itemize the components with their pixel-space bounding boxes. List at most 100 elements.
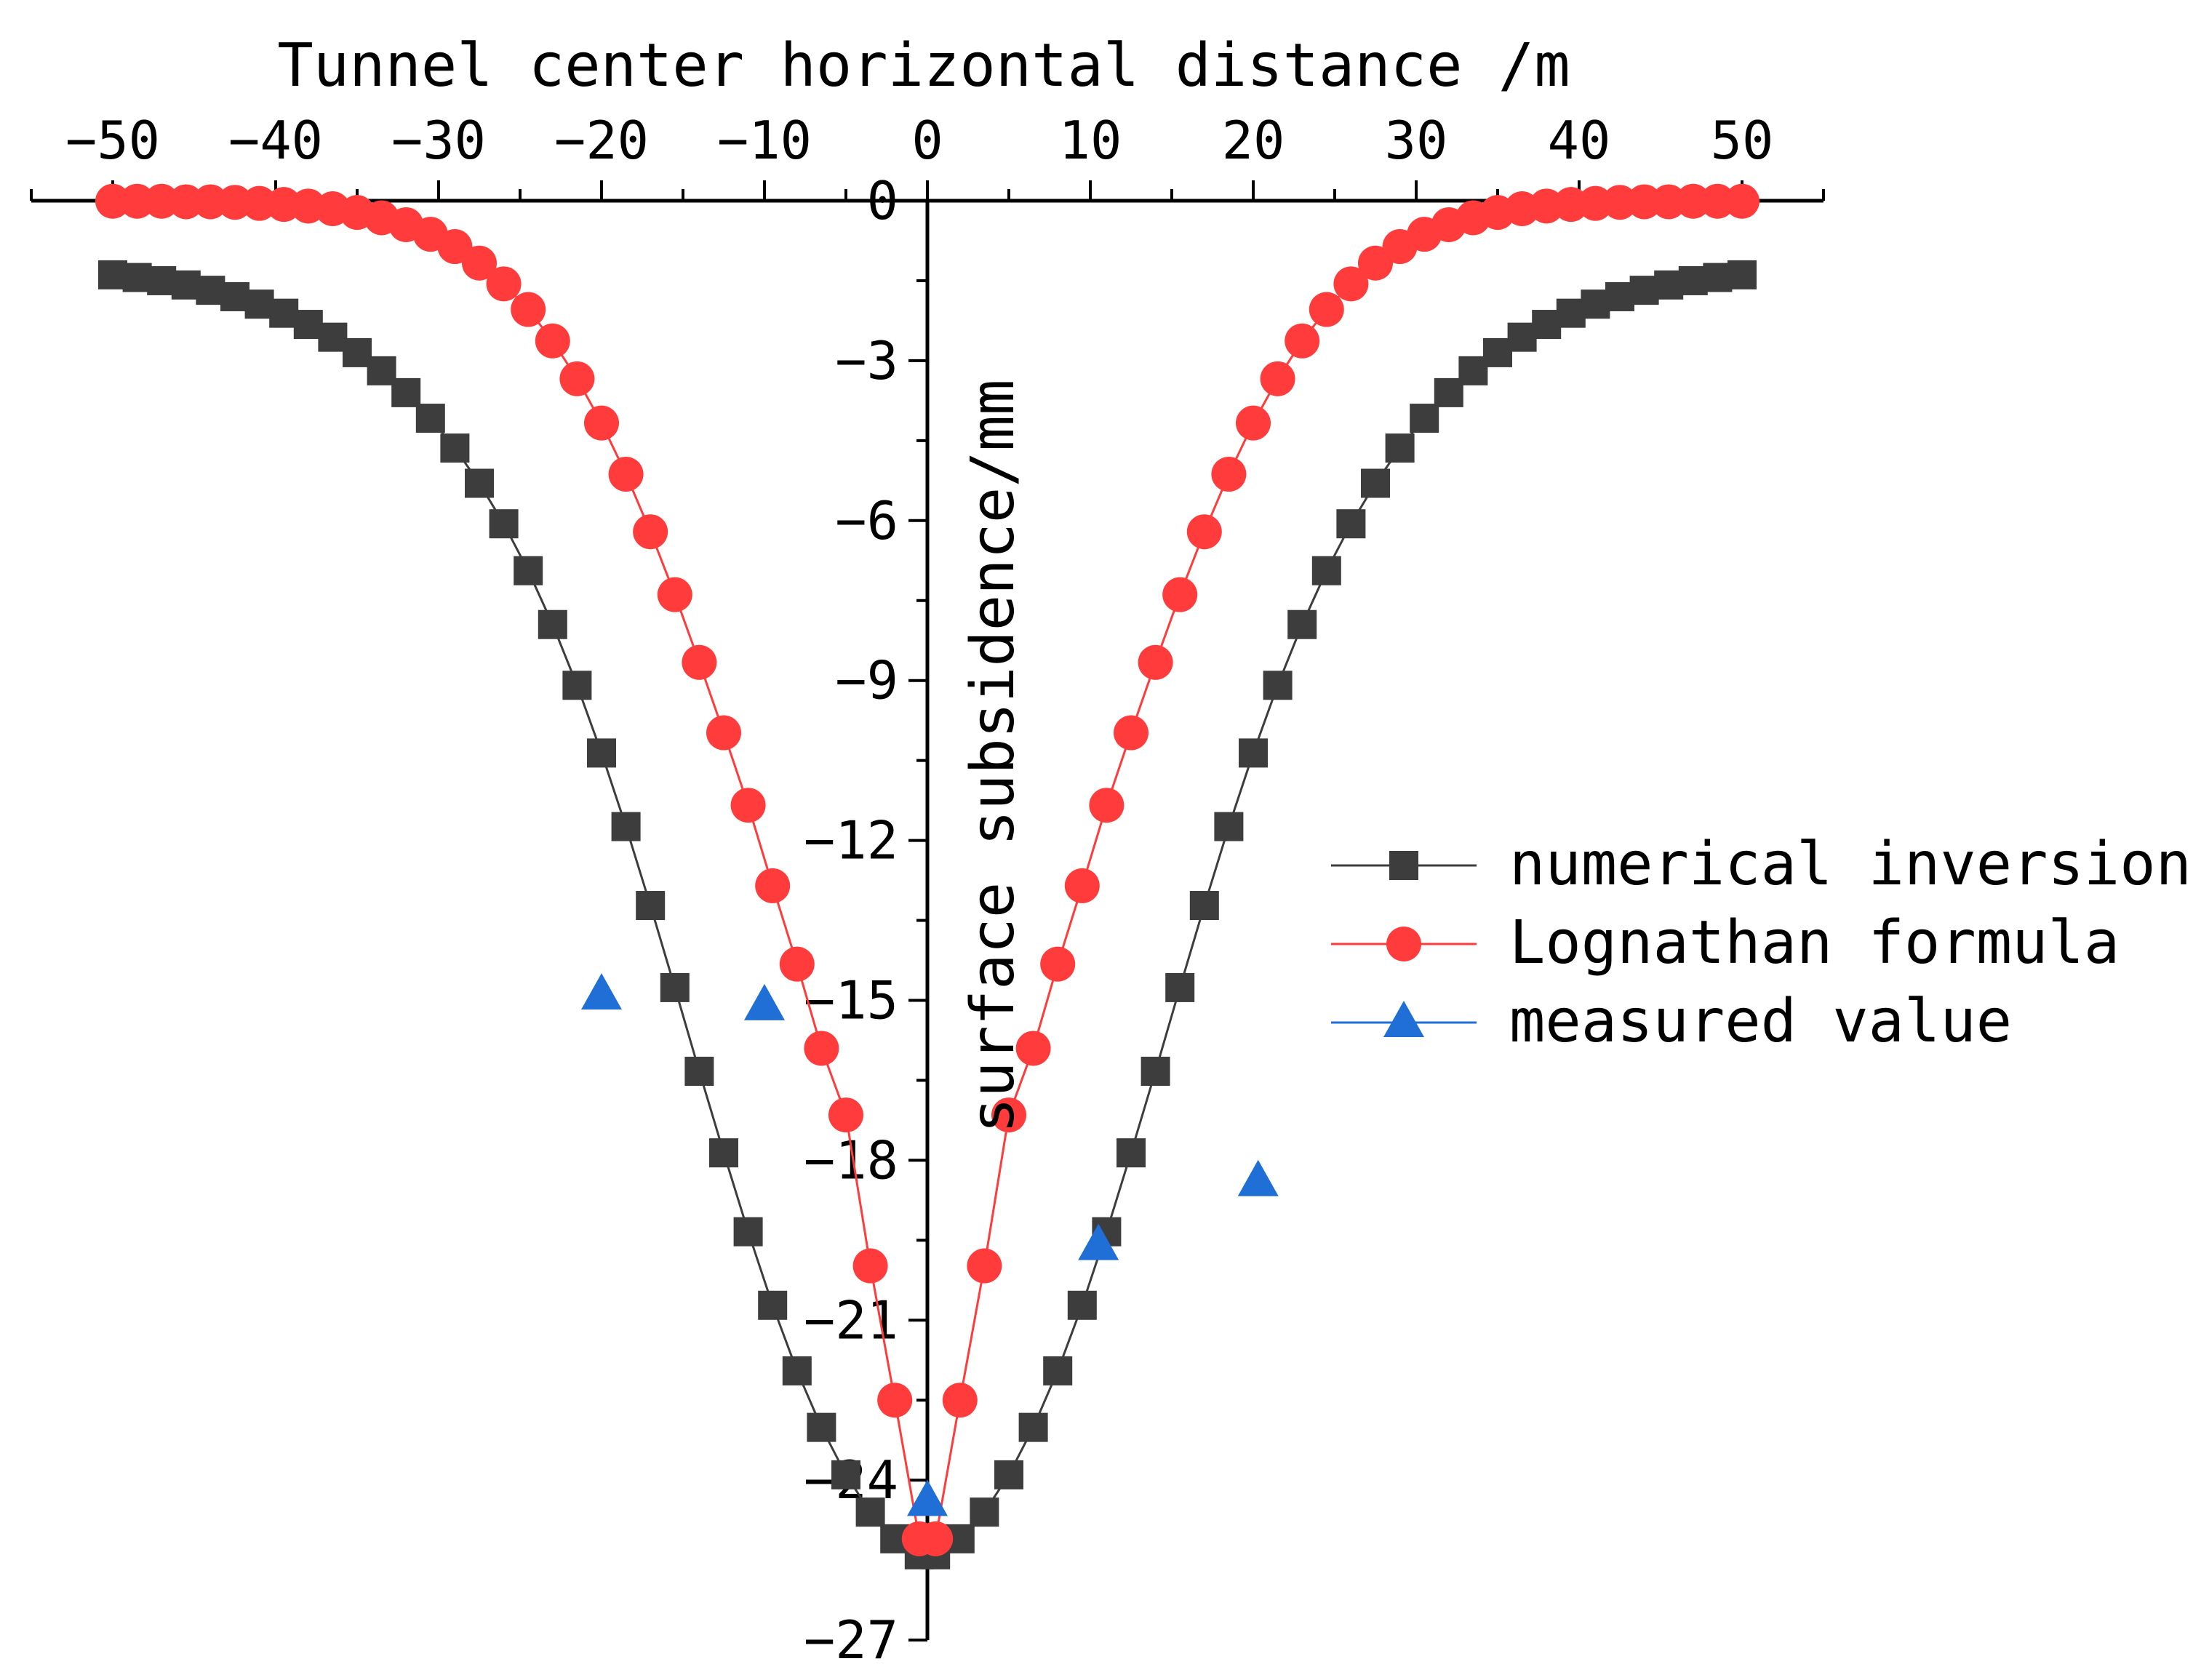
- data-point: [1507, 322, 1537, 352]
- data-point: [147, 265, 177, 295]
- data-point: [1287, 609, 1317, 639]
- data-point: [193, 184, 228, 220]
- legend-item: measured value: [1331, 987, 2012, 1056]
- data-point: [744, 983, 785, 1020]
- data-point: [511, 292, 546, 327]
- data-point: [489, 509, 519, 539]
- data-point: [1285, 323, 1320, 359]
- y-axis-ticks: 0−3−6−9−12−15−18−21−24−27: [804, 170, 927, 1671]
- x-tick-label: 20: [1222, 110, 1285, 171]
- data-point: [1040, 946, 1076, 982]
- series-lognathan-formula: [95, 183, 1759, 1556]
- data-point: [1333, 266, 1369, 302]
- data-point: [709, 1138, 738, 1168]
- data-point: [1605, 281, 1634, 311]
- data-point: [584, 405, 619, 441]
- legend-marker: [1389, 851, 1418, 880]
- x-tick-label: 10: [1059, 110, 1122, 171]
- data-point: [994, 1460, 1023, 1489]
- data-point: [486, 266, 522, 302]
- data-point: [967, 1248, 1002, 1284]
- x-axis-title: Tunnel center horizontal distance /m: [277, 31, 1570, 100]
- data-point: [1237, 1159, 1279, 1196]
- data-point: [1553, 187, 1589, 223]
- data-point: [970, 1497, 999, 1527]
- data-point: [918, 1521, 954, 1556]
- data-point: [462, 245, 497, 281]
- data-point: [782, 1356, 812, 1385]
- data-point: [293, 310, 323, 340]
- data-point: [755, 868, 791, 903]
- data-point: [587, 738, 616, 768]
- data-point: [660, 972, 690, 1002]
- y-tick-label: −12: [804, 810, 898, 871]
- data-point: [1358, 245, 1393, 281]
- data-point: [877, 1383, 913, 1418]
- data-point: [241, 185, 277, 221]
- data-point: [437, 229, 473, 265]
- data-point: [1629, 276, 1659, 305]
- data-point: [1651, 184, 1687, 220]
- data-point: [1581, 289, 1610, 319]
- data-point: [1214, 812, 1244, 841]
- data-point: [1089, 788, 1125, 823]
- data-point: [706, 715, 741, 751]
- legend-label: numerical inversion: [1509, 830, 2192, 899]
- data-point: [1578, 185, 1613, 221]
- data-point: [907, 1479, 948, 1516]
- plot-area: [95, 183, 1759, 1569]
- legend-item: Lognathan formula: [1331, 908, 2120, 977]
- data-point: [1189, 891, 1219, 921]
- data-point: [343, 337, 372, 367]
- y-tick-label: −3: [835, 330, 898, 391]
- data-point: [1018, 1412, 1048, 1442]
- data-point: [1434, 377, 1463, 407]
- y-axis-title: surface subsidence/mm: [959, 380, 1028, 1134]
- data-point: [1260, 361, 1295, 396]
- y-tick-label: −21: [804, 1289, 898, 1351]
- data-point: [730, 788, 766, 823]
- data-point: [657, 577, 692, 612]
- data-point: [1678, 265, 1708, 295]
- data-point: [535, 323, 570, 359]
- data-point: [1654, 270, 1684, 300]
- x-tick-label: 50: [1711, 110, 1774, 171]
- legend-item: numerical inversion: [1331, 830, 2192, 899]
- data-point: [1532, 310, 1562, 340]
- data-point: [1602, 185, 1637, 220]
- x-tick-label: −30: [391, 110, 486, 171]
- data-point: [1311, 556, 1341, 585]
- data-point: [1236, 405, 1271, 441]
- data-point: [682, 644, 717, 680]
- data-point: [855, 1497, 885, 1527]
- data-point: [1263, 671, 1293, 700]
- data-point: [415, 404, 445, 433]
- data-point: [119, 183, 155, 219]
- data-point: [1186, 514, 1222, 550]
- data-point: [1114, 715, 1149, 751]
- data-point: [1067, 1290, 1097, 1320]
- data-point: [1064, 868, 1100, 903]
- data-point: [1675, 183, 1711, 219]
- data-point: [440, 433, 470, 463]
- data-point: [828, 1097, 863, 1133]
- x-tick-label: −50: [65, 110, 160, 171]
- data-point: [991, 1097, 1026, 1133]
- data-point: [1141, 1056, 1170, 1086]
- data-point: [942, 1383, 978, 1418]
- data-point: [581, 973, 622, 1010]
- data-point: [367, 356, 396, 385]
- data-point: [1078, 1223, 1119, 1260]
- data-point: [1239, 738, 1268, 768]
- data-point: [804, 1031, 839, 1066]
- data-point: [1117, 1138, 1146, 1168]
- data-point: [1015, 1031, 1051, 1066]
- data-point: [514, 556, 543, 585]
- y-tick-label: −27: [804, 1609, 898, 1671]
- legend-marker: [1383, 1001, 1424, 1037]
- data-point: [1703, 263, 1733, 292]
- data-point: [608, 457, 644, 492]
- data-point: [1725, 183, 1759, 219]
- data-point: [758, 1290, 788, 1320]
- data-point: [1626, 184, 1662, 220]
